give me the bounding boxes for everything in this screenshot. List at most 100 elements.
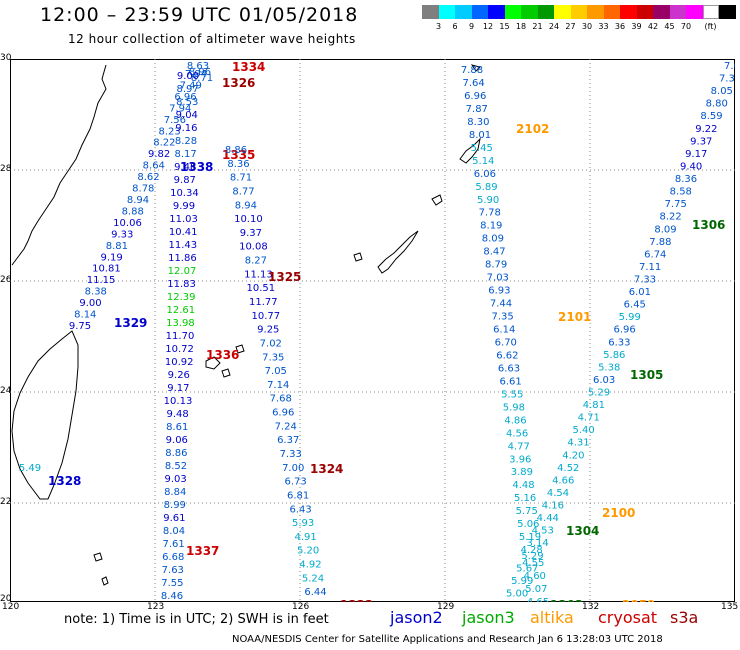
wave-height-value: 5.45 xyxy=(471,143,493,154)
wave-height-value: 7.49 xyxy=(180,81,202,92)
wave-height-value: 3.89 xyxy=(511,467,533,478)
satellite-legend-cryosat: cryosat xyxy=(598,608,658,627)
wave-height-value: 5.02 xyxy=(501,601,523,602)
wave-height-value: 9.37 xyxy=(690,136,712,147)
wave-height-value: 6.44 xyxy=(304,587,326,598)
wave-height-value: 3.14 xyxy=(526,538,548,549)
wave-height-value: 8.99 xyxy=(164,500,186,511)
wave-height-value: 5.90 xyxy=(477,195,499,206)
wave-height-value: 4.91 xyxy=(294,532,316,543)
legend-swatch xyxy=(702,5,719,19)
wave-height-value: 7.94 xyxy=(185,69,207,80)
pass-id-label: 1305 xyxy=(630,368,663,382)
pass-id-label: 2101 xyxy=(558,310,591,324)
latitude-label: 22 xyxy=(0,497,12,507)
wave-height-value: 8.79 xyxy=(485,260,507,271)
wave-height-value: 4.77 xyxy=(508,441,530,452)
amami-islands xyxy=(459,64,481,164)
pass-id-label: 1338 xyxy=(180,160,213,174)
pass-id-label: 1303 xyxy=(550,598,583,602)
lat-lon-grid xyxy=(10,59,735,602)
latitude-label: 20 xyxy=(0,594,12,604)
pass-id-label: 2100 xyxy=(602,506,635,520)
legend-swatch xyxy=(587,5,604,19)
wave-height-value: 9.00 xyxy=(177,71,199,82)
wave-height-value: 8.77 xyxy=(232,187,254,198)
satellite-tracks: 8.638.968.7113347.947.496.967.947.568.23… xyxy=(19,60,740,612)
wave-height-value: 8.09 xyxy=(482,234,504,245)
wave-height-value: 7.24 xyxy=(275,421,297,432)
wave-height-value: 8.53 xyxy=(176,97,198,108)
wave-height-value: 5.06 xyxy=(517,519,539,530)
legend-label: 18 xyxy=(515,22,527,31)
satellite-legend-jason2: jason2 xyxy=(390,608,443,627)
wave-height-value: 8.86 xyxy=(225,145,247,156)
wave-height-value: 7.88 xyxy=(649,237,671,248)
longitude-label: 120 xyxy=(2,602,20,612)
footer-credit: NOAA/NESDIS Center for Satellite Applica… xyxy=(232,634,663,645)
legend-label: 36 xyxy=(614,22,626,31)
wave-height-value: 4.54 xyxy=(547,488,569,499)
wave-height-value: 7.00 xyxy=(282,463,304,474)
wave-height-value: 8.30 xyxy=(467,117,489,128)
wave-height-value: 7.75 xyxy=(665,199,687,210)
wave-height-value: 5.89 xyxy=(475,182,497,193)
wave-height-value: 9.16 xyxy=(175,123,197,134)
legend-label: 30 xyxy=(581,22,593,31)
longitude-label: 126 xyxy=(292,602,310,612)
wave-height-value: 8.71 xyxy=(191,73,213,84)
latitude-label: 28 xyxy=(0,164,12,174)
wave-height-value: 7.3 xyxy=(719,74,735,85)
wave-height-value: 4.31 xyxy=(567,438,589,449)
legend-swatch xyxy=(686,5,703,19)
wave-height-value: 4.81 xyxy=(583,400,605,411)
wave-height-value: 6.73 xyxy=(284,477,306,488)
wave-height-value: 4.53 xyxy=(532,526,554,537)
wave-height-value: 8.84 xyxy=(164,487,186,498)
wave-height-value: 9.00 xyxy=(79,298,101,309)
wave-height-value: 10.92 xyxy=(165,357,194,368)
wave-height-value: 5.99 xyxy=(511,576,533,587)
wave-height-value: 8.80 xyxy=(706,99,728,110)
wave-height-value: 9.82 xyxy=(148,149,170,160)
wave-height-value: 10.51 xyxy=(246,283,275,294)
legend-label: 12 xyxy=(482,22,494,31)
wave-height-value: 9.17 xyxy=(685,149,707,160)
wave-height-value: 5.20 xyxy=(297,546,319,557)
wave-height-value: 6.06 xyxy=(474,169,496,180)
wave-height-value: 5.93 xyxy=(292,518,314,529)
wave-height-value: 10.72 xyxy=(165,344,194,355)
pass-id-label: 1306 xyxy=(692,218,725,232)
pass-id-label: 1304 xyxy=(566,524,599,538)
wave-height-value: 7.78 xyxy=(479,208,501,219)
wave-height-value: 5.24 xyxy=(302,573,324,584)
wave-height-value: 10.10 xyxy=(234,214,263,225)
wave-height-value: 10.81 xyxy=(92,264,121,275)
wave-height-value: 4.60 xyxy=(524,571,546,582)
wave-height-value: 10.08 xyxy=(239,242,268,253)
wave-height-value: 6.37 xyxy=(277,435,299,446)
pass-id-label: 1326 xyxy=(222,76,255,90)
wave-height-value: 3.96 xyxy=(509,454,531,465)
wave-height-value: 8.61 xyxy=(166,422,188,433)
wave-height-value: 7.14 xyxy=(267,380,289,391)
wave-height-value: 9.75 xyxy=(69,321,91,332)
pass-id-label: 1324 xyxy=(310,462,343,476)
pass-id-label: 1336 xyxy=(206,348,239,362)
pass-id-label: 1334 xyxy=(232,60,265,74)
okinawa-islands xyxy=(353,194,443,274)
map-canvas: 8.638.968.7113347.947.496.967.947.568.23… xyxy=(10,59,740,612)
longitude-label: 135 xyxy=(721,602,739,612)
wave-height-value: 7.35 xyxy=(491,312,513,323)
wave-height-value: 9.25 xyxy=(257,325,279,336)
wave-height-value: 6.96 xyxy=(174,92,196,103)
wave-height-value: 6.74 xyxy=(644,249,666,260)
pass-id-label: 1323 xyxy=(340,598,373,602)
wave-height-value: 5.67 xyxy=(516,563,538,574)
wave-height-value: 7.64 xyxy=(462,78,484,89)
wave-height-value: 11.15 xyxy=(87,275,116,286)
wave-height-value: 8.58 xyxy=(670,187,692,198)
wave-height-value: 8.46 xyxy=(161,591,183,602)
wave-height-value: 4.48 xyxy=(512,480,534,491)
wave-height-value: 8.22 xyxy=(659,212,681,223)
